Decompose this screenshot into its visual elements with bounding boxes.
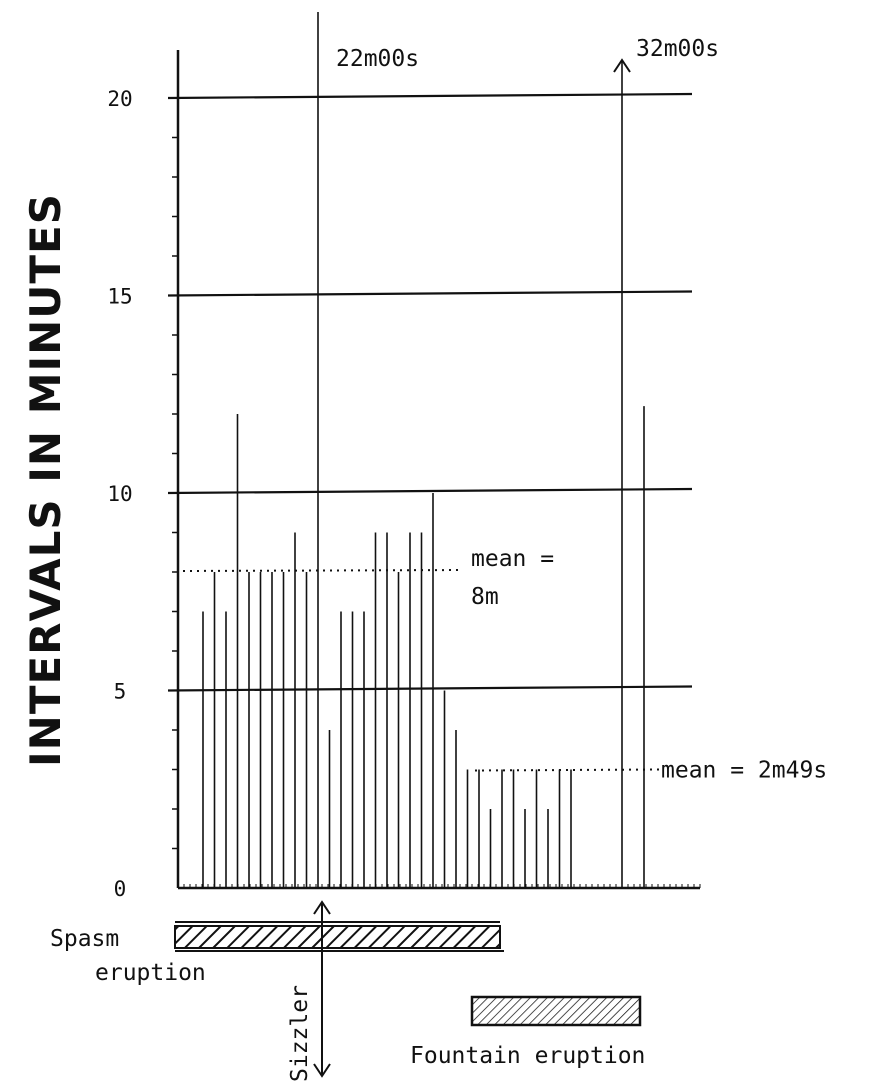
y-tick-label: 5 — [114, 680, 127, 704]
mean-line-fountain — [474, 768, 661, 772]
sizzler-label: Sizzler — [287, 985, 313, 1082]
y-ticks: 0 5 10 15 20 — [107, 87, 178, 901]
y-tick-label: 15 — [107, 285, 132, 309]
y-tick-label: 0 — [114, 877, 127, 901]
y-axis-label: INTERVALS IN MINUTES — [21, 193, 70, 767]
truncation-arrow — [613, 58, 631, 73]
mean-line-spasm — [182, 569, 463, 572]
gridline-5 — [167, 685, 693, 692]
fountain-eruption-band — [470, 995, 642, 1027]
gridline-20 — [167, 92, 693, 100]
mean-lines: mean = 8m mean = 2m49s — [182, 546, 827, 784]
truncated-value-label: 22m00s — [336, 46, 419, 72]
gridline-10 — [167, 487, 693, 495]
mean-label-spasm: mean = — [471, 546, 554, 572]
truncated-labels: 22m00s 32m00s — [336, 36, 719, 73]
spasm-label-eruption: eruption — [95, 960, 206, 986]
fountain-label: Fountain eruption — [410, 1043, 645, 1069]
sizzler-arrow — [313, 900, 331, 1078]
spasm-eruption-band — [174, 921, 504, 952]
mean-label-fountain: mean = 2m49s — [661, 758, 827, 784]
mean-value-spasm: 8m — [471, 584, 499, 610]
y-tick-label: 20 — [107, 87, 132, 111]
gridlines — [167, 92, 693, 692]
truncated-value-label: 32m00s — [636, 36, 719, 62]
gridline-15 — [167, 290, 693, 297]
spasm-label: Spasm — [50, 926, 119, 952]
bars — [202, 12, 645, 888]
y-tick-label: 10 — [107, 482, 132, 506]
